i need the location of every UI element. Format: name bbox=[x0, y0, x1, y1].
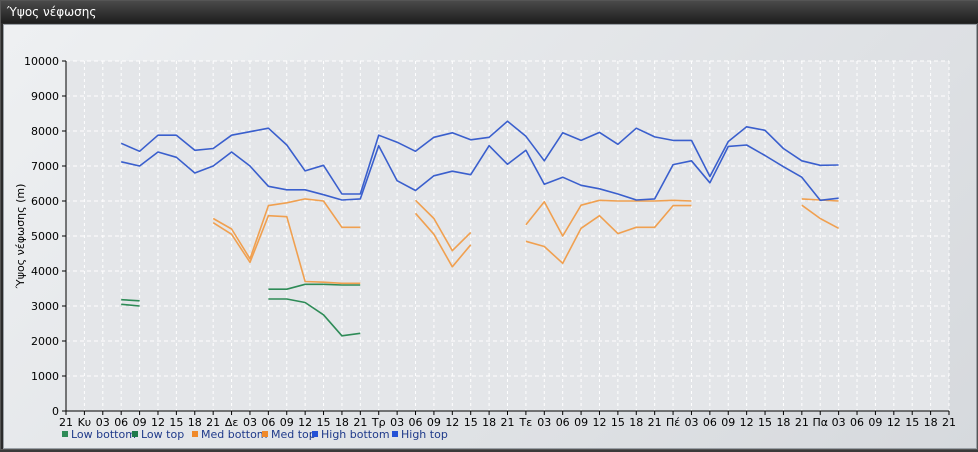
x-tick-label: 06 bbox=[261, 416, 275, 429]
y-tick-label: 9000 bbox=[31, 90, 59, 103]
y-tick-label: 2000 bbox=[31, 335, 59, 348]
x-tick-label: 18 bbox=[629, 416, 643, 429]
y-axis-label: Ύψος νέφωσης (m) bbox=[14, 184, 27, 290]
x-tick-label: 21 bbox=[59, 416, 73, 429]
legend-item-high-bottom[interactable]: High bottom bbox=[312, 428, 390, 441]
series-line-med-bottom bbox=[414, 212, 472, 268]
x-tick-label: 21 bbox=[353, 416, 367, 429]
x-tick-label: 06 bbox=[703, 416, 717, 429]
y-tick-label: 8000 bbox=[31, 125, 59, 138]
legend-item-med-top[interactable]: Med top bbox=[262, 428, 316, 441]
x-tick-label: 09 bbox=[133, 416, 147, 429]
y-tick-label: 6000 bbox=[31, 195, 59, 208]
x-tick-label: 03 bbox=[390, 416, 404, 429]
legend-marker bbox=[62, 431, 68, 437]
x-tick-label: 21 bbox=[942, 416, 956, 429]
x-tick-label: 12 bbox=[740, 416, 754, 429]
legend-item-low-bottom[interactable]: Low bottom bbox=[62, 428, 136, 441]
x-tick-label: 15 bbox=[905, 416, 919, 429]
y-tick-label: 5000 bbox=[31, 230, 59, 243]
x-tick-label: 18 bbox=[335, 416, 349, 429]
window-title: Ύψος νέφωσης bbox=[7, 5, 97, 19]
y-tick-label: 10000 bbox=[24, 55, 59, 68]
x-tick-label: 15 bbox=[317, 416, 331, 429]
series-line-med-bottom bbox=[525, 204, 692, 265]
legend-marker bbox=[262, 431, 268, 437]
y-tick-label: 1000 bbox=[31, 370, 59, 383]
x-tick-label: 03 bbox=[96, 416, 110, 429]
legend-label: Low bottom bbox=[71, 428, 136, 441]
series-line-med-top bbox=[525, 199, 692, 237]
series-line-med-bottom bbox=[212, 214, 361, 285]
x-tick-label: 12 bbox=[592, 416, 606, 429]
y-tick-label: 3000 bbox=[31, 300, 59, 313]
legend-label: Med bottom bbox=[201, 428, 268, 441]
x-tick-label: Τε bbox=[519, 416, 533, 429]
x-tick-label: Πα bbox=[812, 416, 828, 429]
x-tick-label: 09 bbox=[280, 416, 294, 429]
series-line-low-bottom bbox=[268, 298, 361, 337]
legend-item-high-top[interactable]: High top bbox=[392, 428, 448, 441]
series-line-low-bottom bbox=[121, 303, 140, 307]
x-tick-label: 03 bbox=[832, 416, 846, 429]
legend-marker bbox=[192, 431, 198, 437]
x-tick-label: 09 bbox=[721, 416, 735, 429]
y-tick-label: 4000 bbox=[31, 265, 59, 278]
window-titlebar[interactable]: Ύψος νέφωσης bbox=[1, 1, 978, 23]
x-tick-label: 21 bbox=[795, 416, 809, 429]
legend-marker bbox=[392, 431, 398, 437]
y-tick-label: 7000 bbox=[31, 160, 59, 173]
x-tick-label: 21 bbox=[501, 416, 515, 429]
x-tick-label: 12 bbox=[298, 416, 312, 429]
legend-label: High bottom bbox=[321, 428, 390, 441]
x-tick-label: Δε bbox=[225, 416, 239, 429]
series-line-high-top bbox=[120, 120, 839, 195]
x-tick-label: 03 bbox=[537, 416, 551, 429]
x-tick-label: 18 bbox=[482, 416, 496, 429]
x-tick-label: 09 bbox=[574, 416, 588, 429]
legend-item-low-top[interactable]: Low top bbox=[132, 428, 184, 441]
x-tick-label: 21 bbox=[206, 416, 220, 429]
x-tick-label: 03 bbox=[684, 416, 698, 429]
x-tick-label: 06 bbox=[114, 416, 128, 429]
x-tick-label: 21 bbox=[648, 416, 662, 429]
x-tick-label: 06 bbox=[409, 416, 423, 429]
x-tick-label: 15 bbox=[169, 416, 183, 429]
chart-panel: 0 1000 2000 3000 4000 5000 6000 7000 8000 9000 100… bbox=[3, 24, 977, 449]
x-tick-label: 18 bbox=[188, 416, 202, 429]
x-tick-label: 12 bbox=[445, 416, 459, 429]
series-line-low-top bbox=[121, 298, 140, 302]
legend-label: Med top bbox=[271, 428, 316, 441]
x-tick-label: 06 bbox=[556, 416, 570, 429]
x-tick-label: 03 bbox=[243, 416, 257, 429]
series-line-high-bottom bbox=[121, 144, 839, 202]
series-line-med-top bbox=[212, 198, 361, 260]
x-tick-label: 09 bbox=[868, 416, 882, 429]
x-tick-label: 15 bbox=[611, 416, 625, 429]
x-tick-label: Κυ bbox=[78, 416, 92, 429]
x-tick-label: 09 bbox=[427, 416, 441, 429]
x-tick-label: 18 bbox=[924, 416, 938, 429]
x-tick-label: 15 bbox=[758, 416, 772, 429]
x-tick-label: Πέ bbox=[666, 416, 680, 429]
cloud-height-chart: 0 1000 2000 3000 4000 5000 6000 7000 8000 9000 100… bbox=[14, 55, 956, 441]
x-tick-label: Τρ bbox=[371, 416, 386, 429]
x-tick-label: 12 bbox=[887, 416, 901, 429]
series-line-low-top bbox=[268, 283, 361, 291]
x-tick-label: 06 bbox=[850, 416, 864, 429]
legend-label: Low top bbox=[141, 428, 184, 441]
x-tick-label: 12 bbox=[151, 416, 165, 429]
legend-marker bbox=[132, 431, 138, 437]
legend-item-med-bottom[interactable]: Med bottom bbox=[192, 428, 268, 441]
legend-marker bbox=[312, 431, 318, 437]
legend-label: High top bbox=[401, 428, 448, 441]
series-line-med-bottom bbox=[801, 204, 839, 230]
series-line-med-top bbox=[414, 199, 472, 252]
x-tick-label: 18 bbox=[776, 416, 790, 429]
x-tick-label: 15 bbox=[464, 416, 478, 429]
y-tick-label: 0 bbox=[52, 405, 59, 418]
